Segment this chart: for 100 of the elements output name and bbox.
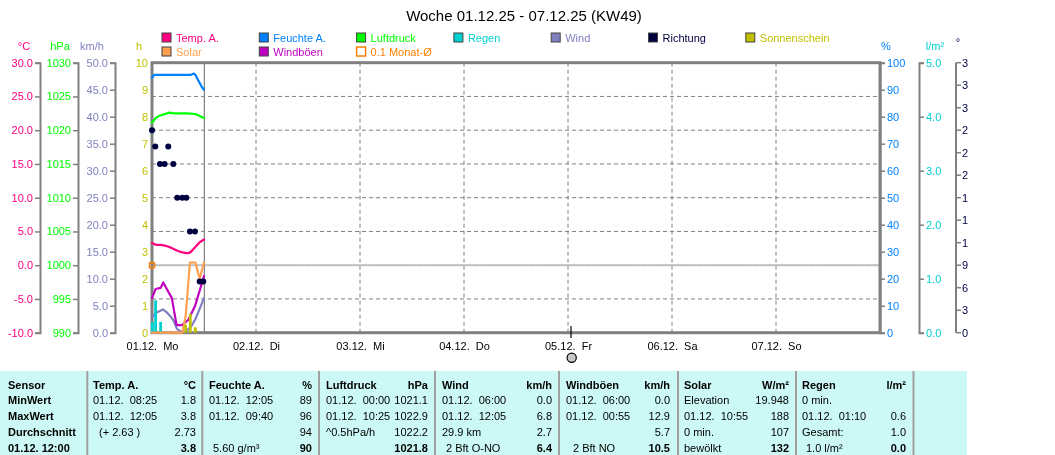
y3-tick-label: 20.0 (86, 218, 108, 231)
point (148, 261, 156, 269)
y-tick-label: -5.0 (14, 292, 33, 305)
text: 01.12. 09:40 (209, 410, 274, 422)
text: 0 (962, 326, 969, 339)
text: Feuchte A. (209, 378, 265, 391)
text: (+ 2.63 ) (99, 426, 141, 438)
y2-axis-title: hPa (50, 40, 71, 52)
legend-label: Sonnenschein (759, 31, 830, 44)
text: 90 (299, 441, 312, 454)
y3-tick-label: 5.0 (92, 299, 108, 312)
text: km/h (644, 378, 671, 391)
text: 5.7 (654, 426, 670, 438)
text: km/h (526, 378, 553, 391)
text: Luftdruck (326, 378, 378, 391)
y-tick-label: 50 (887, 191, 900, 204)
text: Gesamt: (802, 426, 844, 438)
y-tick-label: 30 (887, 245, 900, 258)
y-tick-label: 70 (887, 137, 900, 150)
y-tick-label: 20 (887, 272, 900, 285)
y2-tick-label: 995 (52, 292, 71, 305)
y3-tick-label: 35.0 (86, 137, 108, 150)
text: 3 (962, 101, 969, 114)
text: Regen (802, 378, 836, 391)
y-tick-label: 6 (141, 164, 148, 177)
text: 01.12. 12:00 (8, 441, 70, 454)
text: 6 (962, 281, 969, 294)
text: 01.12. 12:05 (93, 410, 158, 422)
y-tick-label: 4 (141, 218, 148, 231)
point (174, 194, 181, 201)
y-tick-label: 90 (887, 83, 900, 96)
text: MaxWert (8, 410, 54, 422)
y2-tick-label: 2.0 (926, 218, 942, 231)
point (183, 194, 190, 201)
legend-label: Feuchte A. (273, 31, 326, 44)
y-tick-label: 20.0 (11, 124, 33, 137)
y2-tick-label: 5.0 (926, 56, 942, 69)
text: 3 (962, 79, 969, 92)
y-tick-label: 5.0 (17, 225, 33, 238)
y2-tick-label: 1.0 (926, 272, 942, 285)
text: 188 (770, 410, 789, 422)
x-tick-label: 05.12. Fr (544, 340, 593, 353)
text: 12.9 (648, 410, 670, 422)
text: 2 Bft NO (573, 441, 616, 454)
text: Wind (442, 378, 469, 391)
text: 2 Bft O-NO (446, 441, 501, 454)
x-tick-label: 06.12. Sa (647, 340, 699, 353)
text: 01.12. 00:55 (566, 410, 631, 422)
text: Sensor (8, 378, 47, 391)
x-tick-label: 03.12. Mi (336, 340, 385, 353)
y-tick-label: 60 (887, 164, 900, 177)
y2-tick-label: 1020 (46, 124, 71, 137)
text: W/m² (762, 378, 790, 391)
text: 107 (770, 426, 789, 438)
text: % (302, 378, 313, 391)
x-tick-label: 04.12. Do (439, 340, 490, 353)
text: 01.12. 06:00 (442, 394, 507, 406)
text: Solar (684, 378, 713, 391)
text: 89 (299, 394, 312, 406)
y2-tick-label: 1010 (46, 191, 71, 204)
legend-label: Richtung (662, 31, 706, 44)
text: ^0.5hPa/h (326, 426, 376, 438)
y-tick-label: 30.0 (11, 56, 33, 69)
legend-label: Temp. A. (176, 31, 219, 44)
y-tick-label: 25.0 (11, 90, 33, 103)
y-axis-title: °C (17, 40, 31, 52)
y3-tick-label: 50.0 (86, 56, 108, 69)
text: l/m² (886, 378, 907, 391)
y-tick-label: 5 (141, 191, 148, 204)
text: 1021.8 (394, 441, 428, 454)
text: 1 (962, 236, 969, 249)
point (161, 160, 168, 167)
text: 1022.9 (394, 410, 428, 422)
text: Elevation (684, 394, 730, 406)
text: 0.0 (536, 394, 552, 406)
y2-tick-label: 4.0 (926, 110, 942, 123)
x-tick-label: 02.12. Di (232, 340, 281, 353)
y-tick-label: 10.0 (11, 191, 33, 204)
y3-tick-label: 10.0 (86, 272, 108, 285)
text: 1022.2 (394, 426, 428, 438)
y-tick-label: 10 (135, 56, 148, 69)
y-tick-label: 0 (887, 326, 894, 339)
point (165, 143, 172, 150)
text: °C (183, 378, 197, 391)
text: 01.12. 12:05 (442, 410, 507, 422)
text: 0.6 (890, 410, 906, 422)
y-tick-label: 3 (141, 245, 148, 258)
text: 01.12. 10:25 (326, 410, 391, 422)
text: bewölkt (684, 441, 722, 454)
text: 0 min. (802, 394, 832, 406)
text: 2.7 (536, 426, 552, 438)
y-tick-label: 100 (887, 56, 906, 69)
text: MinWert (8, 394, 52, 406)
text: 10.5 (648, 441, 670, 454)
text: 96 (299, 410, 312, 422)
text: 2.73 (174, 426, 196, 438)
text: 5.60 g/m³ (213, 441, 260, 454)
y-tick-label: 80 (887, 110, 900, 123)
y2-tick-label: 1000 (46, 259, 71, 272)
text: 3.8 (180, 410, 196, 422)
